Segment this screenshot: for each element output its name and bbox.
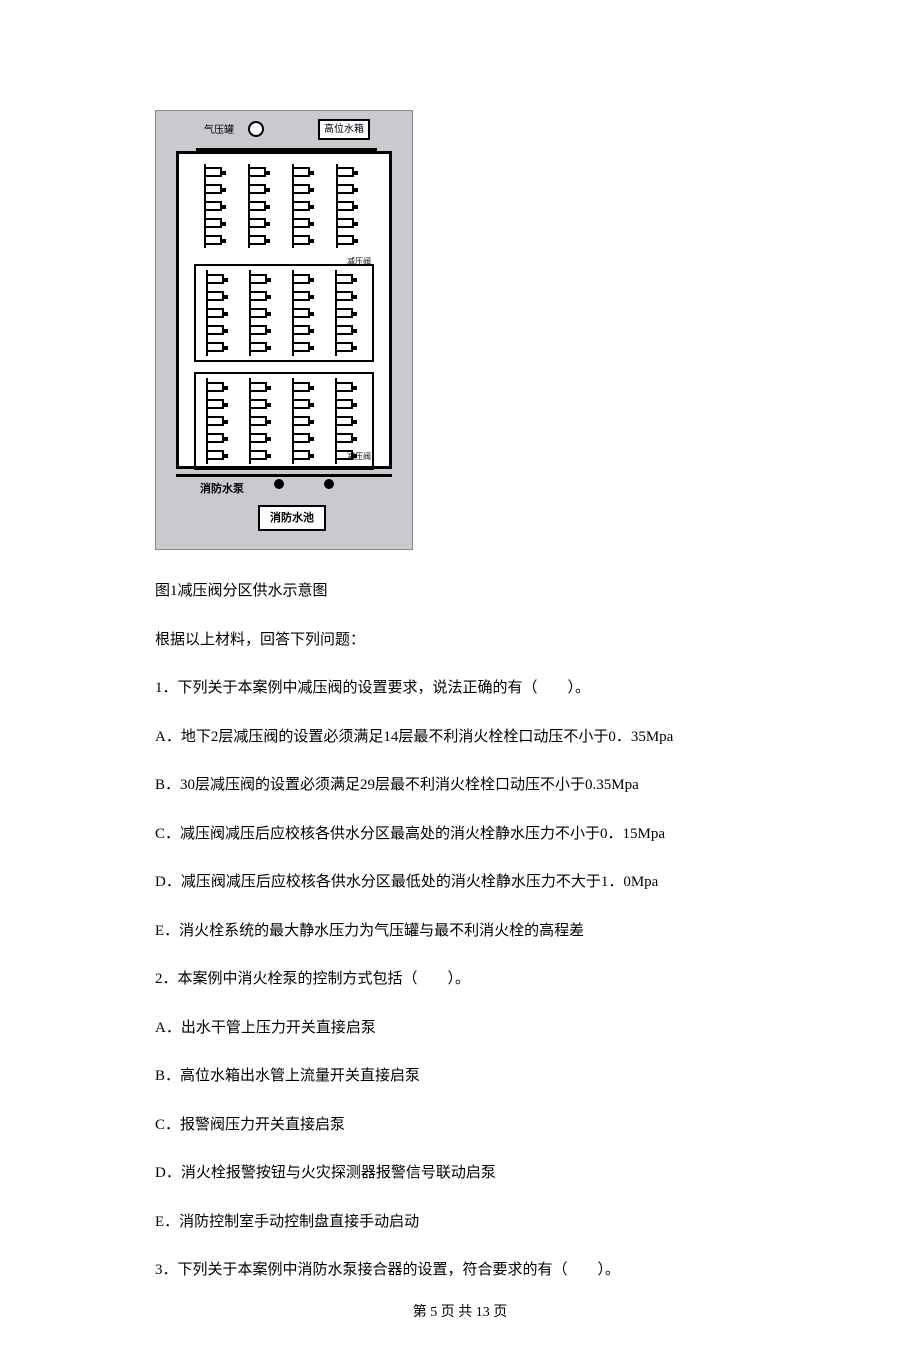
q1-text: 1．下列关于本案例中减压阀的设置要求，说法正确的有（ ）。	[155, 677, 765, 700]
q2-optB: B．高位水箱出水管上流量开关直接启泵	[155, 1065, 765, 1088]
diagram-frame: 减压阀 减压阀	[176, 151, 392, 469]
qiyaguan-circle	[248, 121, 264, 137]
q2-optD: D．消火栓报警按钮与火灾探测器报警信号联动启泵	[155, 1162, 765, 1185]
pump-dot-2	[324, 479, 334, 489]
pump-dot-1	[274, 479, 284, 489]
diagram-caption: 图1减压阀分区供水示意图	[155, 580, 765, 603]
q2-optC: C．报警阀压力开关直接启泵	[155, 1114, 765, 1137]
q2-optE: E．消防控制室手动控制盘直接手动启动	[155, 1211, 765, 1234]
q3-text: 3．下列关于本案例中消防水泵接合器的设置，符合要求的有（ ）。	[155, 1259, 765, 1282]
zone-1	[194, 160, 374, 252]
q1-optC: C．减压阀减压后应校核各供水分区最高处的消火栓静水压力不小于0．15Mpa	[155, 823, 765, 846]
zone-2	[194, 264, 374, 362]
label-qiyaguan: 气压罐	[204, 123, 234, 138]
page-footer: 第 5 页 共 13 页	[155, 1302, 765, 1323]
q2-optA: A．出水干管上压力开关直接启泵	[155, 1017, 765, 1040]
label-valve-1: 减压阀	[347, 256, 371, 268]
label-pump: 消防水泵	[200, 481, 244, 498]
q2-text: 2．本案例中消火栓泵的控制方式包括（ ）。	[155, 968, 765, 991]
q1-optE: E．消火栓系统的最大静水压力为气压罐与最不利消火栓的高程差	[155, 920, 765, 943]
label-pool: 消防水池	[258, 505, 326, 532]
q1-optD: D．减压阀减压后应校核各供水分区最低处的消火栓静水压力不大于1．0Mpa	[155, 871, 765, 894]
instruction: 根据以上材料，回答下列问题：	[155, 629, 765, 652]
q1-optA: A．地下2层减压阀的设置必须满足14层最不利消火栓栓口动压不小于0．35Mpa	[155, 726, 765, 749]
diagram-image: 气压罐 高位水箱 减压阀 减压阀 消防水泵 消防水池	[155, 110, 413, 550]
label-valve-2: 减压阀	[347, 451, 371, 463]
q1-optB: B．30层减压阀的设置必须满足29层最不利消火栓栓口动压不小于0.35Mpa	[155, 774, 765, 797]
top-pipe	[196, 137, 377, 151]
